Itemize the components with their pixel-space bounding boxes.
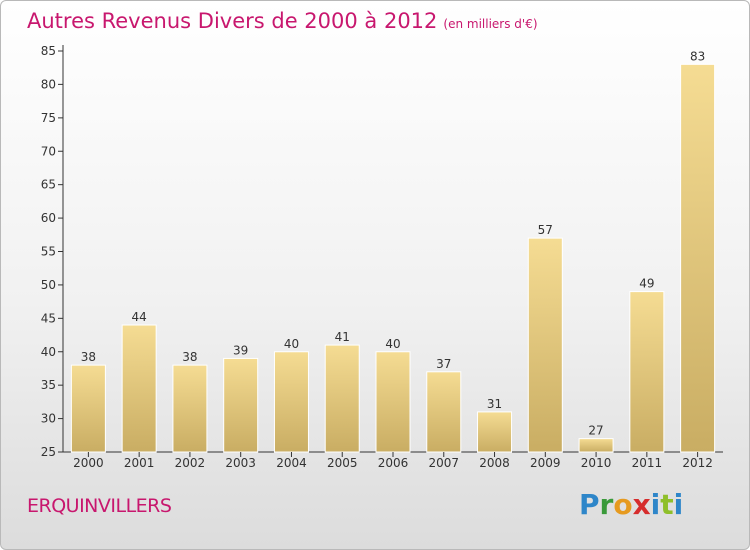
x-tick-label-2005: 2005 <box>327 456 358 470</box>
value-label-2000: 38 <box>81 350 96 364</box>
y-tick-label-40: 40 <box>41 345 56 359</box>
bar-2002 <box>172 364 208 453</box>
value-label-2012: 83 <box>690 49 705 63</box>
y-tick-label-30: 30 <box>41 412 56 426</box>
x-tick-label-2002: 2002 <box>175 456 206 470</box>
bar-2004 <box>273 351 309 453</box>
value-label-2003: 39 <box>233 343 248 357</box>
x-tick-label-2010: 2010 <box>581 456 612 470</box>
y-tick-label-80: 80 <box>41 77 56 91</box>
y-tick-label-70: 70 <box>41 144 56 158</box>
y-tick-label-45: 45 <box>41 311 56 325</box>
logo-letter-p: P <box>579 488 600 521</box>
place-name: ERQUINVILLERS <box>27 495 172 517</box>
chart-title-text: Autres Revenus Divers de 2000 à 2012 <box>27 9 438 33</box>
y-tick-label-65: 65 <box>41 178 56 192</box>
value-label-2008: 31 <box>487 397 502 411</box>
logo-letter-r: r <box>599 488 614 521</box>
bar-2001 <box>121 324 157 453</box>
value-label-2009: 57 <box>538 223 553 237</box>
y-tick-label-55: 55 <box>41 245 56 259</box>
x-tick-label-2003: 2003 <box>225 456 256 470</box>
value-label-2010: 27 <box>588 424 603 438</box>
value-label-2007: 37 <box>436 357 451 371</box>
logo-letter-i: i <box>650 488 661 521</box>
y-tick-label-50: 50 <box>41 278 56 292</box>
logo-letter-t: t <box>660 488 674 521</box>
chart-title: Autres Revenus Divers de 2000 à 2012 (en … <box>27 9 538 33</box>
y-tick-label-25: 25 <box>41 445 56 459</box>
bar-2005 <box>324 344 360 453</box>
x-tick-label-2004: 2004 <box>276 456 307 470</box>
x-tick-label-2007: 2007 <box>428 456 459 470</box>
y-tick-label-60: 60 <box>41 211 56 225</box>
value-label-2011: 49 <box>639 277 654 291</box>
bar-2008 <box>477 411 513 453</box>
bar-2006 <box>375 351 411 453</box>
value-label-2006: 40 <box>385 337 400 351</box>
logo-letter-i-2: i <box>673 488 684 521</box>
proxiti-logo: Proxiti <box>579 488 683 521</box>
logo-letter-o: o <box>613 488 633 521</box>
bar-2012 <box>680 63 716 453</box>
value-label-2005: 41 <box>335 330 350 344</box>
x-tick-label-2009: 2009 <box>530 456 561 470</box>
bar-2010 <box>578 438 614 453</box>
x-tick-label-2011: 2011 <box>632 456 663 470</box>
value-label-2001: 44 <box>132 310 147 324</box>
bar-2009 <box>527 237 563 453</box>
bar-2007 <box>426 371 462 453</box>
y-tick-label-85: 85 <box>41 44 56 58</box>
bar-2011 <box>629 291 665 453</box>
x-tick-label-2000: 2000 <box>73 456 104 470</box>
bar-2000 <box>70 364 106 453</box>
chart-subtitle: (en milliers d'€) <box>443 17 538 31</box>
logo-letter-x: x <box>632 488 651 521</box>
x-tick-label-2001: 2001 <box>124 456 155 470</box>
x-tick-label-2012: 2012 <box>682 456 713 470</box>
value-label-2004: 40 <box>284 337 299 351</box>
y-tick-label-75: 75 <box>41 111 56 125</box>
y-tick-label-35: 35 <box>41 378 56 392</box>
bar-2003 <box>223 357 259 453</box>
x-tick-label-2008: 2008 <box>479 456 510 470</box>
value-label-2002: 38 <box>182 350 197 364</box>
x-tick-label-2006: 2006 <box>378 456 409 470</box>
